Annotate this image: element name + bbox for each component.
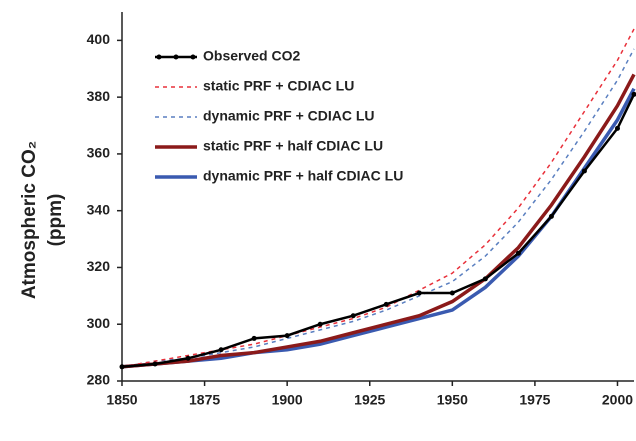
data-point [450, 291, 455, 296]
data-point [252, 336, 257, 341]
y-tick-label: 320 [87, 258, 111, 274]
data-point [219, 347, 224, 352]
legend-marker [191, 55, 196, 60]
data-point [582, 168, 587, 173]
legend-marker [157, 55, 162, 60]
x-tick-label: 1900 [272, 392, 303, 408]
data-point [384, 302, 389, 307]
legend-label: dynamic PRF + CDIAC LU [203, 108, 375, 124]
y-tick-label: 400 [87, 31, 111, 47]
x-tick-label: 1925 [354, 392, 385, 408]
y-axis-label: Atmospheric CO₂ [19, 141, 40, 299]
y-tick-label: 300 [87, 315, 111, 331]
series-line [122, 74, 634, 366]
legend-label: dynamic PRF + half CDIAC LU [203, 168, 403, 184]
data-point [549, 214, 554, 219]
data-point [516, 251, 521, 256]
legend-label: static PRF + half CDIAC LU [203, 138, 383, 154]
x-tick-label: 2000 [602, 392, 633, 408]
x-tick-label: 1950 [437, 392, 468, 408]
y-tick-label: 360 [87, 145, 111, 161]
legend-label: Observed CO2 [203, 48, 300, 64]
data-point [483, 276, 488, 281]
data-point [351, 313, 356, 318]
y-tick-label: 280 [87, 372, 111, 388]
y-tick-label: 380 [87, 88, 111, 104]
data-point [120, 364, 125, 369]
legend-marker [174, 55, 179, 60]
data-point [186, 356, 191, 361]
x-tick-label: 1975 [519, 392, 550, 408]
x-tick-label: 1850 [106, 392, 137, 408]
data-point [285, 333, 290, 338]
data-point [318, 322, 323, 327]
data-point [153, 361, 158, 366]
data-point [615, 126, 620, 131]
y-tick-label: 340 [87, 201, 111, 217]
data-point [417, 291, 422, 296]
x-tick-label: 1875 [189, 392, 220, 408]
y-axis-label: (ppm) [45, 194, 66, 247]
legend-label: static PRF + CDIAC LU [203, 78, 354, 94]
